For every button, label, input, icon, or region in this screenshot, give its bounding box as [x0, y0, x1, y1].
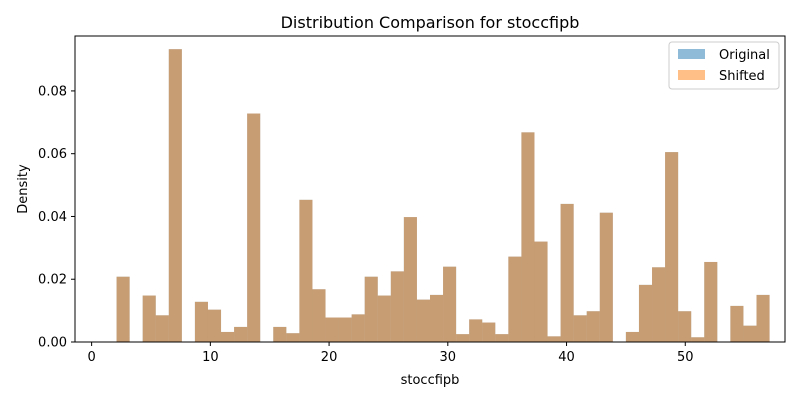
- bar-shifted-30: [495, 334, 509, 342]
- bar-shifted-25: [430, 294, 444, 342]
- bars-group: [116, 49, 770, 343]
- bar-shifted-41: [638, 284, 653, 342]
- bar-shifted-32: [521, 132, 535, 342]
- legend: Original Shifted: [668, 41, 780, 90]
- x-axis-ticks: 0 10 20 30 40 50: [87, 342, 694, 365]
- bar-shifted-40: [625, 331, 639, 342]
- bar-shifted-44: [678, 311, 692, 342]
- bar-shifted-35: [560, 203, 574, 342]
- bar-shifted-15: [299, 199, 313, 342]
- bar-shifted-8: [207, 309, 222, 342]
- bar-shifted-45: [691, 337, 705, 342]
- legend-swatch-shifted: [678, 70, 705, 80]
- bar-shifted-18: [338, 317, 352, 342]
- bar-shifted-9: [221, 331, 235, 342]
- legend-swatch-original: [678, 49, 705, 59]
- bar-shifted-17: [325, 317, 339, 342]
- y-tick-label-4: 0.08: [38, 84, 67, 99]
- y-tick-label-3: 0.06: [38, 147, 67, 162]
- bar-shifted-14: [286, 333, 300, 342]
- chart-title: Distribution Comparison for stoccfipb: [281, 13, 580, 32]
- bar-shifted-10: [234, 326, 248, 342]
- bar-shifted-13: [273, 326, 287, 342]
- bar-shifted-1: [116, 276, 130, 342]
- y-tick-label-0: 0.00: [38, 336, 67, 351]
- bar-shifted-7: [194, 301, 208, 342]
- y-tick-label-1: 0.02: [38, 273, 67, 288]
- bar-shifted-20: [364, 276, 378, 342]
- x-tick-label-10: 10: [202, 350, 219, 365]
- legend-label-shifted: Shifted: [719, 69, 765, 84]
- bar-shifted-23: [403, 217, 417, 342]
- bar-shifted-36: [573, 315, 587, 342]
- plot-frame: [74, 35, 786, 343]
- x-axis-label: stoccfipb: [401, 373, 460, 388]
- bar-shifted-48: [730, 305, 744, 342]
- bar-shifted-31: [508, 256, 522, 342]
- bar-shifted-38: [599, 212, 613, 342]
- bar-shifted-50: [756, 294, 770, 342]
- y-axis-ticks: 0.00 0.02 0.04 0.06 0.08: [38, 84, 75, 351]
- bar-shifted-5: [168, 49, 182, 343]
- bar-shifted-43: [665, 152, 679, 342]
- y-axis-label: Density: [16, 164, 31, 214]
- bar-shifted-24: [416, 299, 430, 342]
- y-tick-label-2: 0.04: [38, 210, 67, 225]
- bar-shifted-33: [534, 241, 548, 342]
- bar-shifted-22: [390, 271, 404, 342]
- bar-shifted-34: [547, 336, 561, 342]
- bar-shifted-42: [652, 267, 666, 342]
- bar-shifted-4: [155, 315, 169, 342]
- bar-shifted-16: [312, 289, 326, 342]
- bar-shifted-37: [586, 311, 600, 342]
- x-tick-label-20: 20: [321, 350, 338, 365]
- legend-label-original: Original: [719, 48, 770, 63]
- bar-shifted-19: [351, 314, 365, 342]
- bar-shifted-28: [469, 319, 483, 342]
- bar-shifted-49: [743, 325, 757, 342]
- x-tick-label-30: 30: [440, 350, 457, 365]
- bar-shifted-3: [142, 295, 156, 342]
- x-tick-label-50: 50: [677, 350, 694, 365]
- bar-shifted-27: [456, 334, 470, 342]
- bar-shifted-29: [482, 322, 496, 342]
- x-tick-label-0: 0: [87, 350, 95, 365]
- bar-shifted-11: [247, 113, 261, 343]
- x-tick-label-40: 40: [558, 350, 575, 365]
- bar-shifted-46: [704, 261, 718, 342]
- bar-shifted-21: [377, 295, 391, 342]
- bar-shifted-26: [443, 266, 457, 342]
